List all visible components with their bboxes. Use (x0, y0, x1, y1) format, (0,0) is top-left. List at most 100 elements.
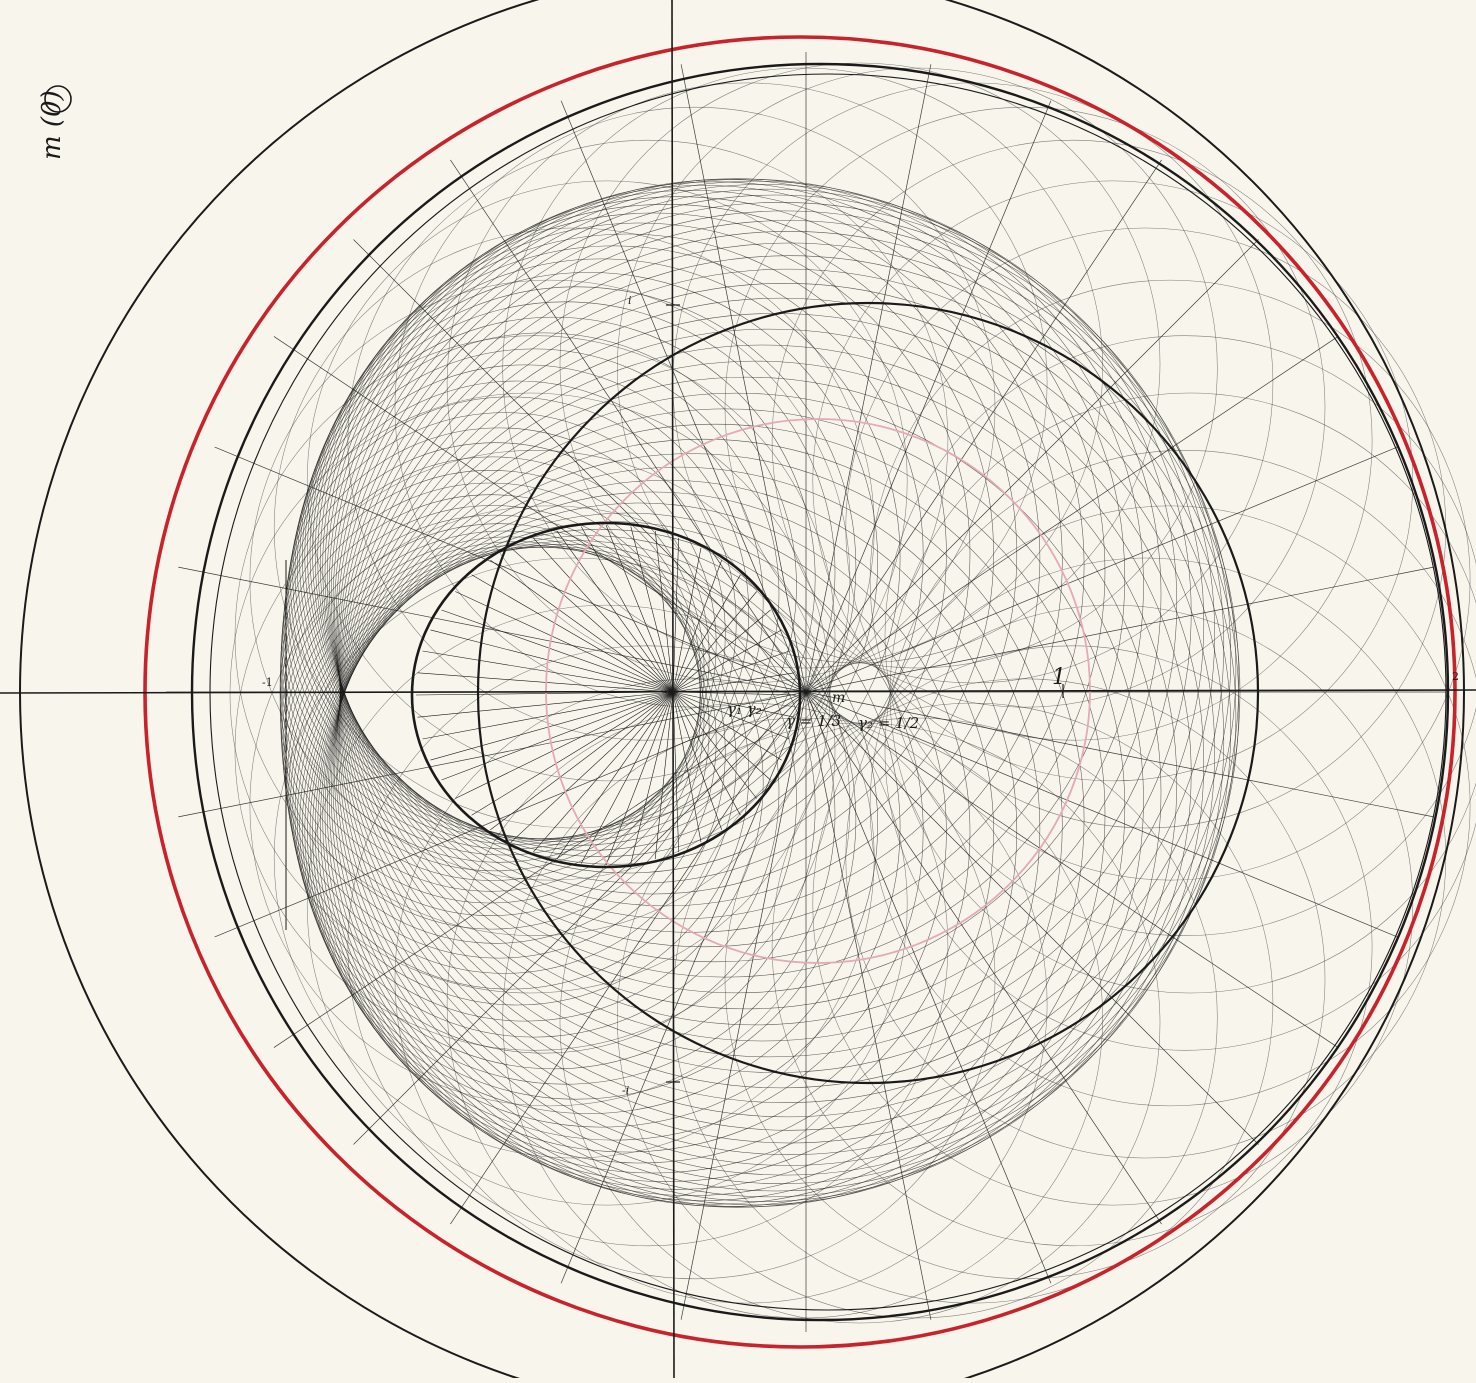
lattice-circle (812, 180, 1414, 782)
label-i: i (628, 294, 632, 307)
lattice-circle (812, 604, 1414, 1206)
annotation-gamma2-half: γ₂ = 1/2 (858, 714, 919, 732)
envelope-circle (281, 427, 717, 863)
radial-spoke (630, 691, 674, 864)
radial-spoke (672, 574, 741, 693)
lattice-circle (869, 505, 1471, 1107)
lattice-circle (724, 106, 1326, 708)
radial-spoke (672, 629, 782, 693)
lattice-circle (559, 722, 1161, 1324)
radial-spoke (455, 691, 674, 799)
radial-spoke (510, 691, 674, 843)
radial-spoke (672, 691, 702, 843)
radial-spoke (533, 537, 674, 693)
lattice-circle (306, 180, 908, 782)
envelope-circle (304, 245, 924, 865)
envelope-circle (334, 184, 1192, 1042)
envelope-circle (282, 412, 726, 856)
lattice-circle (771, 139, 1373, 741)
lattice-circle (724, 678, 1326, 1280)
radial-spoke (672, 547, 702, 693)
envelope-circle (334, 344, 1192, 1202)
envelope-circle (312, 212, 994, 895)
radial-spoke (672, 691, 797, 696)
radial-spoke (672, 691, 757, 799)
radial-spoke (672, 691, 679, 853)
lattice-circle (845, 557, 1447, 1159)
annotation-gamma-third: γ = 1/3 (786, 712, 841, 730)
envelope-circle (338, 283, 1232, 1176)
radial-spoke (654, 691, 674, 860)
lattice-circle (306, 604, 908, 1206)
envelope-circle (324, 181, 1106, 963)
radial-spoke (672, 650, 790, 693)
envelope-circle (329, 392, 1144, 1208)
envelope-circle (309, 222, 971, 884)
lattice-circle (884, 450, 1476, 1051)
label-neg-i: -i (622, 1084, 629, 1097)
radial-spoke (672, 559, 722, 693)
lattice-circle (394, 678, 996, 1280)
imaginary-axis (671, 0, 675, 1379)
radial-spoke (490, 559, 674, 693)
radial-spoke (672, 591, 757, 693)
envelope-circle (292, 316, 816, 840)
circled-zero-mark-icon (44, 85, 72, 113)
lattice-circle (347, 139, 949, 741)
envelope-circle (329, 178, 1144, 994)
envelope-circle (338, 210, 1232, 1103)
radial-spoke (533, 691, 674, 853)
radial-spoke (510, 547, 674, 693)
envelope-circle (320, 453, 1063, 1196)
radial-spoke (422, 650, 674, 693)
envelope-circle (307, 233, 947, 874)
radial-spoke (417, 691, 674, 718)
radial-spoke (455, 591, 674, 693)
radial-spoke (672, 691, 782, 761)
envelope-circle (335, 188, 1205, 1058)
radial-spoke (430, 691, 674, 761)
radial-spoke (490, 691, 674, 831)
radial-spoke (672, 609, 771, 693)
lattice-circle (446, 702, 1048, 1304)
radial-spoke (441, 691, 674, 781)
envelope-circle (326, 408, 1126, 1207)
envelope-circle (297, 540, 857, 1100)
lattice-circle (559, 62, 1161, 664)
lattice-circle (446, 82, 1048, 684)
radial-spoke (672, 691, 771, 781)
corner-note-text: m (0) (37, 90, 67, 160)
radial-spoke (471, 574, 674, 693)
radial-spoke (672, 691, 790, 740)
radial-spoke (672, 672, 795, 693)
radial-spoke (672, 691, 722, 830)
radial-spoke (672, 691, 741, 816)
radial-spoke (430, 629, 674, 693)
envelope-circle (322, 185, 1085, 948)
lattice-circle (889, 392, 1476, 994)
radial-spoke (556, 530, 674, 693)
radial-spokes (415, 524, 797, 866)
bold-middle-circle (476, 301, 1260, 1085)
lattice-circle (249, 279, 851, 881)
lattice-circle (234, 335, 836, 936)
radial-spoke (441, 609, 674, 693)
envelope-circle (330, 376, 1162, 1208)
lattice-circle (617, 717, 1218, 1319)
envelope-circle (339, 231, 1240, 1131)
annotation-m: m (832, 690, 845, 706)
lattice-circle (502, 67, 1103, 669)
radial-spoke (556, 691, 674, 860)
lattice-circle (347, 645, 949, 1247)
envelope-circle (324, 423, 1106, 1205)
radial-spoke (580, 526, 674, 693)
envelope-circle (317, 196, 1041, 920)
envelope-circle (299, 272, 878, 851)
envelope-circle (302, 529, 901, 1128)
envelope-circle (294, 543, 836, 1085)
radial-spoke (471, 691, 674, 816)
envelope-circle (286, 544, 764, 1022)
lattice-circle (884, 335, 1476, 936)
